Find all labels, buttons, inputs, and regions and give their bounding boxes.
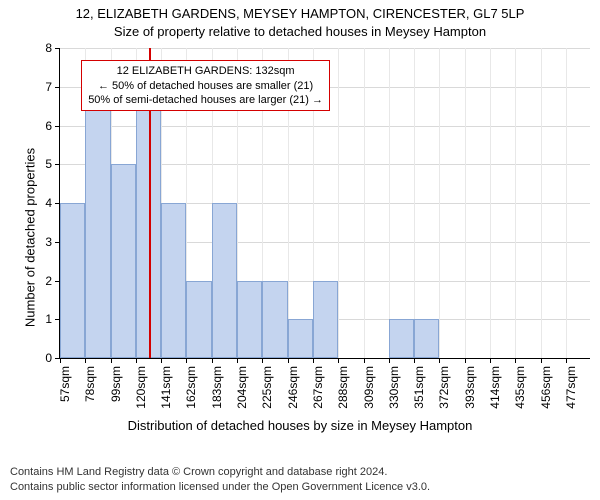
y-tick-label: 4	[45, 196, 52, 210]
gridline-v	[414, 48, 415, 358]
x-tick-label: 120sqm	[134, 366, 148, 409]
histogram-bar	[313, 281, 338, 359]
x-axis-line	[60, 358, 590, 359]
x-tick	[414, 358, 415, 363]
gridline-v	[389, 48, 390, 358]
x-tick	[237, 358, 238, 363]
x-tick-label: 246sqm	[286, 366, 300, 409]
x-tick-label: 330sqm	[387, 366, 401, 409]
x-tick	[389, 358, 390, 363]
x-tick-label: 99sqm	[109, 366, 123, 402]
y-tick-label: 8	[45, 41, 52, 55]
x-tick-label: 288sqm	[336, 366, 350, 409]
y-tick	[55, 126, 60, 127]
x-tick-label: 477sqm	[564, 366, 578, 409]
histogram-bar	[389, 319, 414, 358]
x-tick	[439, 358, 440, 363]
x-tick-label: 309sqm	[362, 366, 376, 409]
x-tick	[364, 358, 365, 363]
x-tick	[161, 358, 162, 363]
x-tick-label: 204sqm	[235, 366, 249, 409]
x-tick	[136, 358, 137, 363]
histogram-bar	[288, 319, 313, 358]
x-tick-label: 183sqm	[210, 366, 224, 409]
gridline-v	[566, 48, 567, 358]
y-tick-label: 5	[45, 157, 52, 171]
histogram-bar	[237, 281, 262, 359]
footer-line-2: Contains public sector information licen…	[10, 480, 430, 494]
x-tick	[313, 358, 314, 363]
x-tick-label: 267sqm	[311, 366, 325, 409]
x-tick-label: 78sqm	[83, 366, 97, 402]
x-tick	[85, 358, 86, 363]
histogram-bar	[414, 319, 439, 358]
x-tick-label: 393sqm	[463, 366, 477, 409]
x-tick-label: 456sqm	[539, 366, 553, 409]
x-tick-label: 225sqm	[260, 366, 274, 409]
x-tick-label: 162sqm	[184, 366, 198, 409]
chart-footer: Contains HM Land Registry data © Crown c…	[10, 465, 430, 494]
x-tick	[186, 358, 187, 363]
x-tick	[541, 358, 542, 363]
x-tick	[212, 358, 213, 363]
gridline-v	[490, 48, 491, 358]
x-tick	[111, 358, 112, 363]
x-tick	[490, 358, 491, 363]
footer-line-1: Contains HM Land Registry data © Crown c…	[10, 465, 430, 479]
histogram-bar	[60, 203, 85, 358]
x-tick	[566, 358, 567, 363]
y-tick	[55, 164, 60, 165]
x-tick	[288, 358, 289, 363]
y-tick-label: 0	[45, 351, 52, 365]
x-tick	[338, 358, 339, 363]
x-tick-label: 141sqm	[159, 366, 173, 409]
gridline-v	[515, 48, 516, 358]
y-tick-label: 6	[45, 119, 52, 133]
x-tick	[465, 358, 466, 363]
x-tick-label: 372sqm	[437, 366, 451, 409]
annotation-box: 12 ELIZABETH GARDENS: 132sqm← 50% of det…	[81, 60, 330, 111]
histogram-bar	[262, 281, 287, 359]
gridline-v	[338, 48, 339, 358]
plot-area: 01234567857sqm78sqm99sqm120sqm141sqm162s…	[60, 48, 590, 358]
x-tick-label: 351sqm	[412, 366, 426, 409]
annotation-line: 50% of semi-detached houses are larger (…	[88, 93, 323, 107]
x-tick	[515, 358, 516, 363]
x-tick	[60, 358, 61, 363]
x-tick-label: 435sqm	[513, 366, 527, 409]
y-tick	[55, 87, 60, 88]
chart-title-line2: Size of property relative to detached ho…	[0, 24, 600, 39]
gridline-v	[364, 48, 365, 358]
y-axis-label: Number of detached properties	[23, 138, 38, 338]
y-tick-label: 3	[45, 235, 52, 249]
chart-container: 12, ELIZABETH GARDENS, MEYSEY HAMPTON, C…	[0, 0, 600, 500]
y-tick-label: 1	[45, 312, 52, 326]
x-tick	[262, 358, 263, 363]
annotation-line: ← 50% of detached houses are smaller (21…	[88, 79, 323, 93]
gridline-h	[60, 48, 590, 49]
histogram-bar	[111, 164, 136, 358]
gridline-v	[465, 48, 466, 358]
y-tick	[55, 48, 60, 49]
x-axis-title: Distribution of detached houses by size …	[0, 418, 600, 433]
histogram-bar	[161, 203, 186, 358]
y-tick-label: 7	[45, 80, 52, 94]
y-tick-label: 2	[45, 274, 52, 288]
histogram-bar	[85, 87, 110, 358]
gridline-v	[541, 48, 542, 358]
x-tick-label: 414sqm	[488, 366, 502, 409]
chart-title-line1: 12, ELIZABETH GARDENS, MEYSEY HAMPTON, C…	[0, 6, 600, 21]
histogram-bar	[186, 281, 211, 359]
x-tick-label: 57sqm	[58, 366, 72, 402]
annotation-line: 12 ELIZABETH GARDENS: 132sqm	[88, 64, 323, 78]
histogram-bar	[212, 203, 237, 358]
gridline-v	[439, 48, 440, 358]
